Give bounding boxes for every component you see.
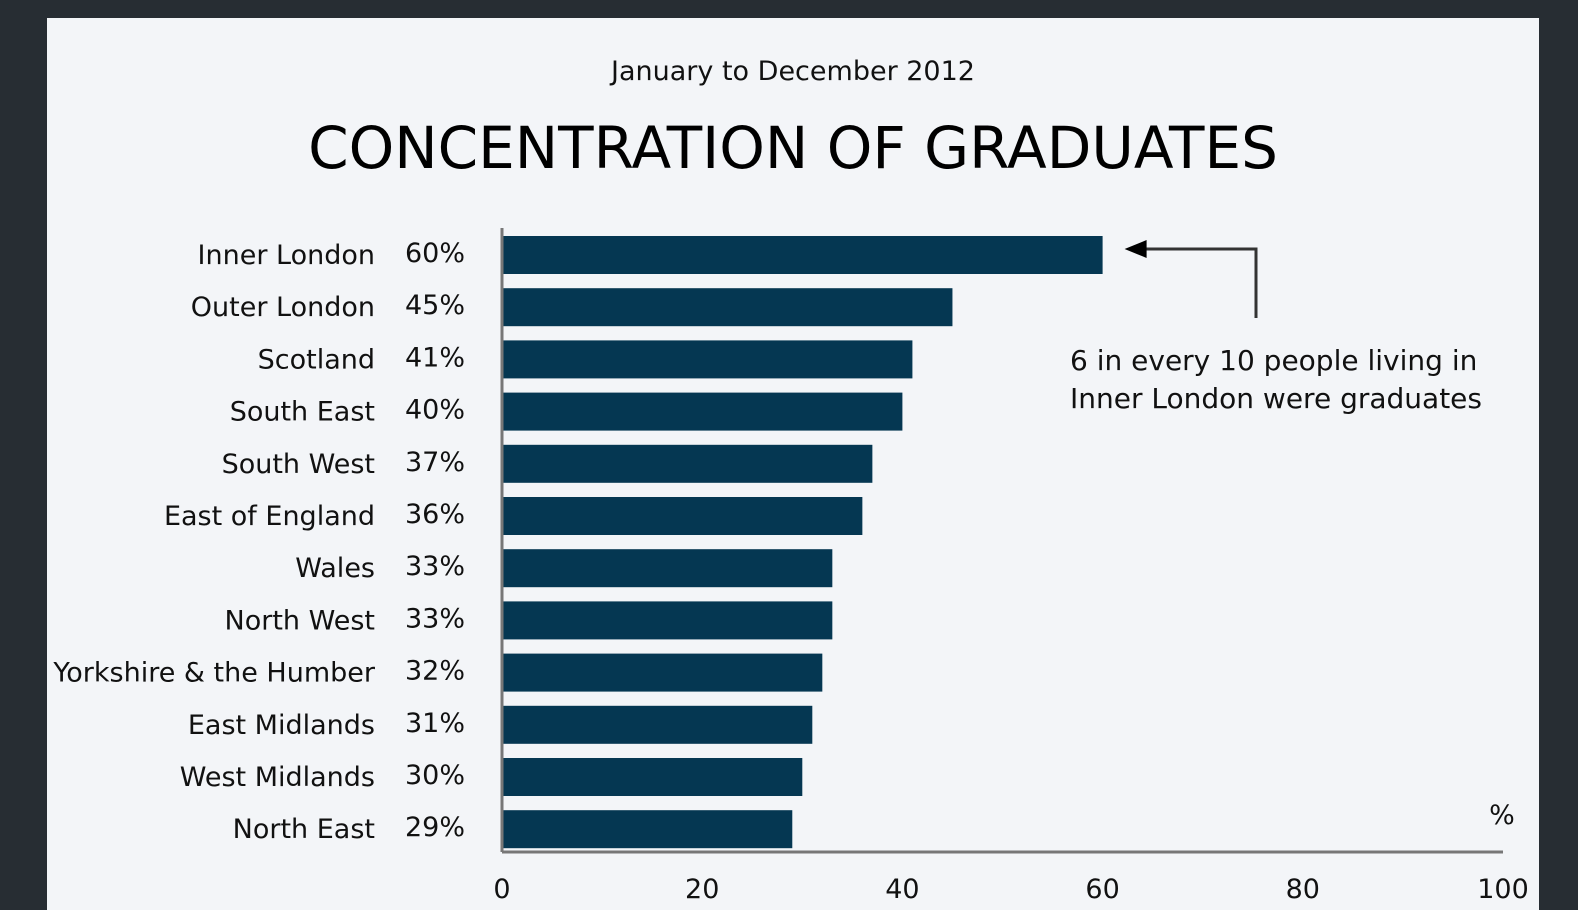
x-tick-label: 60: [1085, 874, 1119, 905]
annotation-text: 6 in every 10 people living in: [1070, 344, 1477, 377]
category-label: West Midlands: [180, 762, 375, 793]
chart-subtitle: January to December 2012: [611, 56, 975, 87]
bar: [503, 705, 813, 744]
x-unit-label: %: [1489, 800, 1515, 831]
data-label: 40%: [405, 395, 465, 426]
data-label: 30%: [405, 760, 465, 791]
bar: [503, 288, 953, 327]
data-label: 31%: [405, 708, 465, 739]
data-label: 45%: [405, 290, 465, 321]
bar: [503, 497, 863, 535]
bar: [503, 758, 803, 796]
category-label: Inner London: [198, 240, 375, 271]
category-label: South East: [230, 397, 375, 428]
data-label: 41%: [405, 342, 465, 373]
bar: [503, 549, 833, 588]
bar: [503, 444, 873, 483]
x-tick-label: 80: [1286, 874, 1320, 905]
bar-chart: Inner London 60% Outer London 45% Scotland 41…: [52, 228, 1529, 905]
category-label: North West: [225, 605, 375, 636]
bar: [503, 653, 823, 692]
chart-title: CONCENTRATION OF GRADUATES: [308, 114, 1278, 182]
data-label: 33%: [405, 603, 465, 634]
data-label: 60%: [405, 238, 465, 269]
category-label: Scotland: [258, 344, 375, 375]
data-label: 36%: [405, 499, 465, 530]
x-tick-label: 0: [493, 874, 510, 905]
x-tick-label: 100: [1477, 874, 1529, 905]
data-label: 33%: [405, 551, 465, 582]
chart-panel: January to December 2012 CONCENTRATION O…: [47, 18, 1539, 910]
category-label: South West: [222, 449, 375, 480]
annotation-arrowhead: [1124, 240, 1147, 258]
annotation-arrow-line: [1138, 247, 1258, 318]
annotation-text: Inner London were graduates: [1070, 382, 1482, 415]
category-label: Wales: [295, 553, 375, 584]
bar: [503, 236, 1103, 274]
data-label: 32%: [405, 656, 465, 687]
x-tick-label: 20: [685, 874, 719, 905]
category-label: Outer London: [191, 292, 375, 323]
data-label: 29%: [405, 812, 465, 843]
category-label: North East: [233, 814, 375, 845]
bar: [503, 340, 913, 379]
x-tick-label: 40: [885, 874, 919, 905]
data-label: 37%: [405, 447, 465, 478]
category-label: East Midlands: [188, 710, 375, 741]
category-label: East of England: [164, 501, 375, 532]
bar: [503, 392, 903, 431]
bar: [503, 810, 793, 849]
bar: [503, 601, 833, 640]
category-label: Yorkshire & the Humber: [52, 658, 376, 689]
